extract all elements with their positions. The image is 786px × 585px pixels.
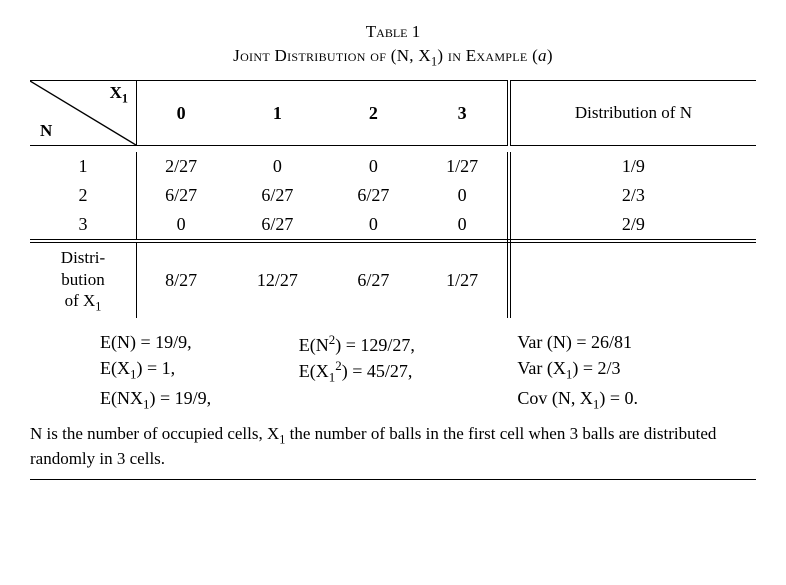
cell: 0 — [225, 152, 329, 181]
col-header-1: 1 — [225, 81, 329, 146]
caption-l2-end: ) — [547, 46, 553, 65]
mr2c-post: ) = 2/3 — [572, 358, 620, 378]
cell: 6/27 — [330, 181, 418, 210]
col-header-3: 3 — [417, 81, 508, 146]
table-row: 1 2/27 0 0 1/27 1/9 — [30, 152, 756, 181]
n-label: 1 — [30, 152, 137, 181]
moment-en: E(N) = 19/9, — [100, 332, 299, 356]
marginal-cell: 12/27 — [225, 241, 329, 318]
table-row: 3 0 6/27 0 0 2/9 — [30, 210, 756, 241]
dist-x1-l3-pre: of X — [65, 291, 96, 310]
moment-en2: E(N2) = 129/27, — [299, 332, 518, 356]
joint-distribution-table: X1 N 0 1 2 3 Distribution of N 1 2/27 0 … — [30, 80, 756, 318]
mr2a-pre: E(X — [100, 358, 130, 378]
marginal-row: Distri- bution of X1 8/27 12/27 6/27 1/2… — [30, 241, 756, 318]
marginal-cell: 8/27 — [137, 241, 226, 318]
dist-n-cell: 2/9 — [509, 210, 756, 241]
cell: 0 — [417, 210, 508, 241]
cell: 1/27 — [417, 152, 508, 181]
col-header-0: 0 — [137, 81, 226, 146]
cell: 6/27 — [137, 181, 226, 210]
moment-cov: Cov (N, X1) = 0. — [517, 388, 746, 413]
moment-ex12: E(X12) = 45/27, — [299, 358, 518, 386]
cell: 0 — [330, 152, 418, 181]
empty-cell — [509, 241, 756, 318]
dist-x1-l3-sub: 1 — [95, 299, 101, 313]
marginal-cell: 6/27 — [330, 241, 418, 318]
mr2b-pre: E(X — [299, 361, 329, 381]
mr2a-post: ) = 1, — [136, 358, 175, 378]
table-footnote: N is the number of occupied cells, X1 th… — [30, 423, 756, 480]
marginal-cell: 1/27 — [417, 241, 508, 318]
table-row: 2 6/27 6/27 6/27 0 2/3 — [30, 181, 756, 210]
caption-l2-ital: a — [538, 46, 547, 65]
moments-row: E(N) = 19/9, E(N2) = 129/27, Var (N) = 2… — [100, 332, 746, 356]
moment-varx1: Var (X1) = 2/3 — [517, 358, 746, 386]
cell: 6/27 — [225, 181, 329, 210]
dist-x1-l2: bution — [61, 270, 104, 289]
cell: 0 — [417, 181, 508, 210]
n-label: 2 — [30, 181, 137, 210]
dist-x1-l1: Distri- — [61, 248, 105, 267]
dist-n-header: Distribution of N — [509, 81, 756, 146]
diag-x1-label: X1 — [110, 83, 128, 106]
cell: 6/27 — [225, 210, 329, 241]
diag-x1-sub: 1 — [122, 92, 128, 106]
diag-n-label: N — [40, 121, 52, 141]
cell: 2/27 — [137, 152, 226, 181]
cell: 0 — [137, 210, 226, 241]
moments-block: E(N) = 19/9, E(N2) = 129/27, Var (N) = 2… — [30, 332, 756, 412]
mr1b-post: ) = 129/27, — [335, 335, 415, 355]
caption-l2-post: ) in Example ( — [437, 46, 538, 65]
dist-n-cell: 1/9 — [509, 152, 756, 181]
moment-ex1: E(X1) = 1, — [100, 358, 299, 386]
moment-enx1: E(NX1) = 19/9, — [100, 388, 299, 413]
mr2b-post: ) = 45/27, — [342, 361, 413, 381]
diag-header-cell: X1 N — [30, 81, 137, 146]
table-caption: Table 1 Joint Distribution of (N, X1) in… — [30, 20, 756, 70]
moments-row: E(X1) = 1, E(X12) = 45/27, Var (X1) = 2/… — [100, 358, 746, 386]
diag-x1-text: X — [110, 83, 122, 102]
mr3a-post: ) = 19/9, — [149, 388, 211, 408]
mr1b-pre: E(N — [299, 335, 329, 355]
caption-line1: Table 1 — [30, 20, 756, 44]
moments-row: E(NX1) = 19/9, Cov (N, X1) = 0. — [100, 388, 746, 413]
moment-varn: Var (N) = 26/81 — [517, 332, 746, 356]
caption-l2-pre: Joint Distribution of (N, X — [233, 46, 431, 65]
n-label: 3 — [30, 210, 137, 241]
mr2c-pre: Var (X — [517, 358, 565, 378]
col-header-2: 2 — [330, 81, 418, 146]
caption-line2: Joint Distribution of (N, X1) in Example… — [30, 44, 756, 71]
dist-x1-label: Distri- bution of X1 — [30, 241, 137, 318]
mr3a-pre: E(NX — [100, 388, 143, 408]
cell: 0 — [330, 210, 418, 241]
mr3c-pre: Cov (N, X — [517, 388, 593, 408]
mr3c-post: ) = 0. — [599, 388, 638, 408]
dist-n-cell: 2/3 — [509, 181, 756, 210]
moment-blank — [299, 388, 518, 413]
footnote-pre: N is the number of occupied cells, X — [30, 424, 279, 443]
